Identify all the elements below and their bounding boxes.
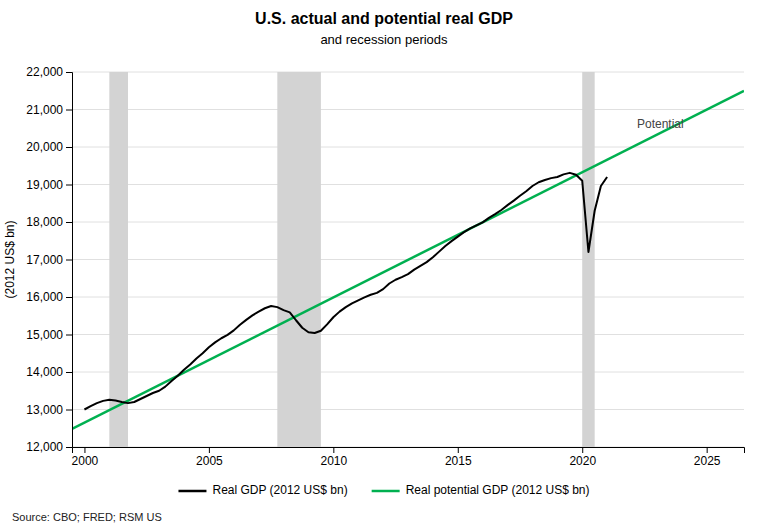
x-tick-label: 2005 <box>196 454 223 468</box>
plot: 2000 2005 2010 2015 2020 2025 12,000 13,000 14,0… <box>3 65 745 467</box>
series-line <box>72 91 744 429</box>
x-tick: 2005 <box>196 447 223 468</box>
y-tick-label: 14,000 <box>26 365 63 379</box>
y-tick-label: 19,000 <box>26 178 63 192</box>
y-tick-label: 13,000 <box>26 403 63 417</box>
grid-line <box>72 72 744 73</box>
source: Source: CBO; FRED; RSM US <box>12 511 162 523</box>
y-tick-mark <box>66 260 72 261</box>
y-tick: 14,000 <box>26 365 72 379</box>
grid-line <box>72 334 744 335</box>
x-tick: 2010 <box>320 447 347 468</box>
grid-line <box>72 147 744 148</box>
annotation: Potential <box>637 117 684 131</box>
legend-swatch <box>372 490 400 493</box>
y-tick-mark <box>66 222 72 223</box>
recession-band <box>109 72 128 447</box>
x-tick: 2025 <box>694 447 721 468</box>
grid-line <box>72 222 744 223</box>
legend-item: Real potential GDP (2012 US$ bn) <box>372 483 590 497</box>
y-tick-label: 16,000 <box>26 290 63 304</box>
series-line <box>84 173 607 410</box>
y-tick: 17,000 <box>26 253 72 267</box>
legend-swatch <box>178 490 206 493</box>
x-tick-mark <box>333 447 334 453</box>
x-tick-mark <box>84 447 85 453</box>
chart: U.S. actual and potential real GDP and re… <box>0 0 768 531</box>
x-tick-mark <box>582 447 583 453</box>
y-tick: 22,000 <box>26 65 72 79</box>
x-axis: 2000 2005 2010 2015 2020 2025 <box>72 447 745 468</box>
x-tick-label: 2015 <box>445 454 472 468</box>
y-tick: 20,000 <box>26 140 72 154</box>
x-tick-mark <box>707 447 708 453</box>
y-axis-line <box>66 73 73 448</box>
subtitle: and recession periods <box>320 32 448 47</box>
x-tick-label: 2020 <box>569 454 596 468</box>
grid <box>72 72 744 447</box>
legend-item: Real GDP (2012 US$ bn) <box>178 483 347 497</box>
x-tick: 2015 <box>445 447 472 468</box>
grid-line <box>72 109 744 110</box>
y-tick: 16,000 <box>26 290 72 304</box>
x-tick-mark <box>458 447 459 453</box>
recession-band <box>277 72 321 447</box>
y-tick-mark <box>66 372 72 373</box>
y-tick: 13,000 <box>26 403 72 417</box>
y-tick: 15,000 <box>26 328 72 342</box>
y-tick-mark <box>66 147 72 148</box>
y-tick-mark <box>66 185 72 186</box>
grid-line <box>72 297 744 298</box>
x-tick: 2000 <box>72 447 99 468</box>
y-tick-label: 22,000 <box>26 65 63 79</box>
recession-band <box>582 72 594 447</box>
grid-line <box>72 372 744 373</box>
legend-label: Real potential GDP (2012 US$ bn) <box>406 483 590 497</box>
y-tick-mark <box>66 335 72 336</box>
y-tick-mark <box>66 410 72 411</box>
grid-line <box>72 184 744 185</box>
title: U.S. actual and potential real GDP <box>255 10 513 27</box>
y-tick: 18,000 <box>26 215 72 229</box>
y-tick-label: 12,000 <box>26 440 63 454</box>
y-tick-mark <box>66 297 72 298</box>
x-tick-mark <box>209 447 210 453</box>
y-tick-mark <box>66 447 72 448</box>
y-tick-mark <box>66 110 72 111</box>
y-tick-label: 17,000 <box>26 253 63 267</box>
y-tick-label: 15,000 <box>26 328 63 342</box>
grid-line <box>72 409 744 410</box>
y-tick-label: 20,000 <box>26 140 63 154</box>
x-tick-label: 2010 <box>320 454 347 468</box>
y-axis: 12,000 13,000 14,000 15,000 16,000 17,000 18,0… <box>26 65 72 454</box>
y-tick-label: 21,000 <box>26 103 63 117</box>
y-tick: 12,000 <box>26 440 72 454</box>
y-tick-mark <box>66 72 72 73</box>
x-tick-label: 2025 <box>694 454 721 468</box>
y-tick: 19,000 <box>26 178 72 192</box>
x-tick-label: 2000 <box>72 454 99 468</box>
x-tick: 2020 <box>569 447 596 468</box>
y-axis-label: (2012 US$ bn) <box>3 220 17 298</box>
legend: Real GDP (2012 US$ bn) Real potential GDP… <box>178 483 589 497</box>
x-axis-line <box>73 448 745 454</box>
marks <box>72 72 744 447</box>
legend-label: Real GDP (2012 US$ bn) <box>212 483 347 497</box>
y-tick: 21,000 <box>26 103 72 117</box>
y-tick-label: 18,000 <box>26 215 63 229</box>
